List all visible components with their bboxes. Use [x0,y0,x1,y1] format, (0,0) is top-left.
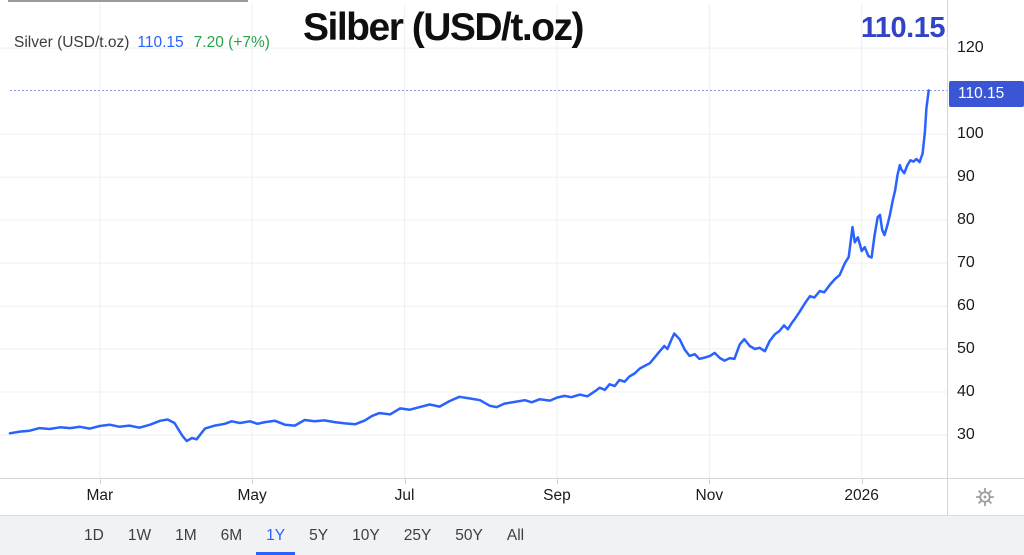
range-button-25y[interactable]: 25Y [394,516,442,555]
range-button-1m[interactable]: 1M [165,516,207,555]
x-axis-label: May [237,487,267,504]
range-button-5y[interactable]: 5Y [299,516,338,555]
range-button-1w[interactable]: 1W [118,516,161,555]
y-axis-label: 30 [957,426,975,443]
y-axis-label: 60 [957,297,975,315]
range-button-1d[interactable]: 1D [74,516,114,555]
x-axis-label: Mar [86,487,114,504]
chart-plot-area[interactable] [0,0,947,478]
range-button-50y[interactable]: 50Y [445,516,493,555]
x-axis-tick [709,479,711,484]
gear-icon [975,487,995,506]
y-axis-label: 50 [957,340,975,358]
legend-last-price: 110.15 [137,34,184,51]
x-axis-tick [404,479,406,484]
page-title: Silber (USD/t.oz) [303,6,585,49]
x-axis-label: Jul [394,487,415,504]
chart-legend: Silver (USD/t.oz) 110.15 7.20 (+7%) [14,34,270,52]
y-axis-label: 40 [957,383,975,401]
x-axis-tick [556,479,558,484]
settings-button[interactable] [971,484,999,512]
price-chart-svg[interactable] [0,0,947,478]
last-price-axis-badge: 110.15 [949,81,1024,108]
x-axis-tick [99,479,101,484]
y-axis-panel: 120 100 90 80 70 60 50 40 30 110.15 [947,0,1024,478]
legend-series-label: Silver (USD/t.oz) [14,34,130,51]
range-button-10y[interactable]: 10Y [342,516,390,555]
x-axis-label: Nov [695,487,724,504]
x-axis-label: 2026 [844,487,879,504]
x-axis-tick [861,479,863,484]
range-toolbar: 1D 1W 1M 6M 1Y 5Y 10Y 25Y 50Y All [0,515,1024,555]
y-axis-label: 70 [957,254,975,272]
x-axis-tick [252,479,254,484]
last-price-display: 110.15 [860,12,946,44]
y-axis-label: 90 [957,168,975,186]
legend-change: 7.20 (+7%) [193,34,270,51]
range-button-6m[interactable]: 6M [211,516,253,555]
top-border-artifact [8,0,248,2]
x-axis-label: Sep [543,487,571,504]
y-axis-label: 80 [957,211,975,229]
axis-corner-divider [947,479,948,516]
y-axis-label: 120 [957,39,984,57]
range-button-all[interactable]: All [497,516,534,555]
y-axis-label: 100 [957,125,984,143]
x-axis-panel: Mar May Jul Sep Nov 2026 [0,478,1024,516]
range-button-1y[interactable]: 1Y [256,516,296,555]
